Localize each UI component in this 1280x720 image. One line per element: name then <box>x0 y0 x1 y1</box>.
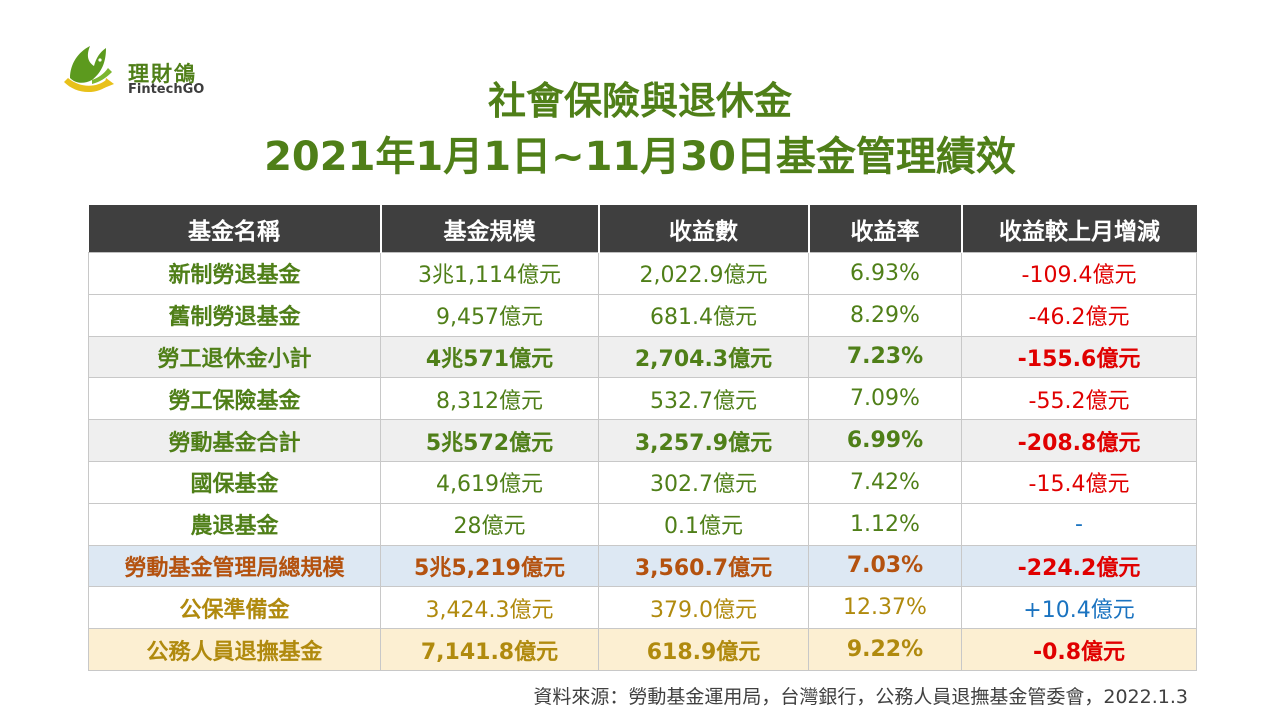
table-row: 新制勞退基金 3兆1,114億元 2,022.9億元 6.93% -109.4億… <box>88 252 1197 295</box>
table-row: 公保準備金 3,424.3億元 379.0億元 12.37% +10.4億元 <box>88 586 1197 630</box>
table-row-subtotal: 勞動基金合計 5兆572億元 3,257.9億元 6.99% -208.8億元 <box>88 419 1197 462</box>
fund-income: 3,560.7億元 <box>598 544 809 588</box>
fund-monthly-change: +10.4億元 <box>961 586 1197 630</box>
fund-income: 2,704.3億元 <box>598 335 809 379</box>
header-fund-size: 基金規模 <box>380 205 600 253</box>
fund-monthly-change: -15.4億元 <box>961 460 1197 504</box>
table-row-highlight: 公務人員退撫基金 7,141.8億元 618.9億元 9.22% -0.8億元 <box>88 628 1197 671</box>
table-row: 勞工保險基金 8,312億元 532.7億元 7.09% -55.2億元 <box>88 377 1197 421</box>
fund-income: 3,257.9億元 <box>598 419 809 462</box>
fund-name: 勞工保險基金 <box>88 377 381 421</box>
dove-logo-icon <box>64 46 114 93</box>
fund-income: 618.9億元 <box>598 628 809 671</box>
fund-income: 681.4億元 <box>598 293 809 337</box>
fund-size: 7,141.8億元 <box>380 628 599 671</box>
table-row: 舊制勞退基金 9,457億元 681.4億元 8.29% -46.2億元 <box>88 293 1197 337</box>
fund-monthly-change: -46.2億元 <box>961 293 1197 337</box>
page-title: 社會保險與退休金 <box>487 79 792 123</box>
fund-monthly-change: -208.8億元 <box>961 419 1197 462</box>
table-header-row: 基金名稱 基金規模 收益數 收益率 收益較上月增減 <box>88 205 1197 253</box>
table-row: 國保基金 4,619億元 302.7億元 7.42% -15.4億元 <box>88 460 1197 504</box>
fund-name: 公務人員退撫基金 <box>88 628 381 671</box>
fund-income: 532.7億元 <box>598 377 809 421</box>
table-row-subtotal: 勞工退休金小計 4兆571億元 2,704.3億元 7.23% -155.6億元 <box>88 335 1197 379</box>
fund-size: 4,619億元 <box>380 460 599 504</box>
fund-performance-table: 基金名稱 基金規模 收益數 收益率 收益較上月增減 新制勞退基金 3兆1,114… <box>88 205 1197 671</box>
fund-return-rate: 7.23% <box>808 335 962 379</box>
fund-monthly-change: -55.2億元 <box>961 377 1197 421</box>
header-income: 收益數 <box>598 205 810 253</box>
fund-income: 2,022.9億元 <box>598 252 809 295</box>
fund-size: 3,424.3億元 <box>380 586 599 630</box>
logo: 理財鴿 FintechGO <box>56 38 216 108</box>
table-row-bureau-total: 勞動基金管理局總規模 5兆5,219億元 3,560.7億元 7.03% -22… <box>88 544 1197 588</box>
fund-name: 公保準備金 <box>88 586 381 630</box>
fund-monthly-change: - <box>961 502 1197 546</box>
fund-size: 4兆571億元 <box>380 335 599 379</box>
fund-name: 勞工退休金小計 <box>88 335 381 379</box>
fund-return-rate: 12.37% <box>808 586 962 630</box>
header-monthly-change: 收益較上月增減 <box>961 205 1197 253</box>
fund-return-rate: 1.12% <box>808 502 962 546</box>
fund-income: 0.1億元 <box>598 502 809 546</box>
fund-income: 379.0億元 <box>598 586 809 630</box>
fund-return-rate: 6.99% <box>808 419 962 462</box>
fund-return-rate: 7.42% <box>808 460 962 504</box>
fund-size: 8,312億元 <box>380 377 599 421</box>
fund-size: 9,457億元 <box>380 293 599 337</box>
fund-name: 農退基金 <box>88 502 381 546</box>
fund-monthly-change: -0.8億元 <box>961 628 1197 671</box>
fund-size: 5兆5,219億元 <box>380 544 599 588</box>
table-row: 農退基金 28億元 0.1億元 1.12% - <box>88 502 1197 546</box>
fund-name: 勞動基金管理局總規模 <box>88 544 381 588</box>
fund-name: 舊制勞退基金 <box>88 293 381 337</box>
fund-monthly-change: -155.6億元 <box>961 335 1197 379</box>
fund-return-rate: 6.93% <box>808 252 962 295</box>
fund-monthly-change: -109.4億元 <box>961 252 1197 295</box>
fund-income: 302.7億元 <box>598 460 809 504</box>
fund-size: 3兆1,114億元 <box>380 252 599 295</box>
fund-size: 28億元 <box>380 502 599 546</box>
fund-name: 國保基金 <box>88 460 381 504</box>
fund-return-rate: 7.03% <box>808 544 962 588</box>
header-fund-name: 基金名稱 <box>88 205 382 253</box>
fund-size: 5兆572億元 <box>380 419 599 462</box>
logo-subtitle: FintechGO <box>128 82 205 97</box>
logo-name: 理財鴿 <box>128 62 197 86</box>
fund-return-rate: 7.09% <box>808 377 962 421</box>
header-return-rate: 收益率 <box>808 205 963 253</box>
fund-return-rate: 9.22% <box>808 628 962 671</box>
fund-monthly-change: -224.2億元 <box>961 544 1197 588</box>
fund-name: 勞動基金合計 <box>88 419 381 462</box>
fund-return-rate: 8.29% <box>808 293 962 337</box>
fund-name: 新制勞退基金 <box>88 252 381 295</box>
source-note: 資料來源：勞動基金運用局，台灣銀行，公務人員退撫基金管委會，2022.1.3 <box>533 686 1188 708</box>
page-subtitle: 2021年1月1日~11月30日基金管理績效 <box>264 134 1016 180</box>
